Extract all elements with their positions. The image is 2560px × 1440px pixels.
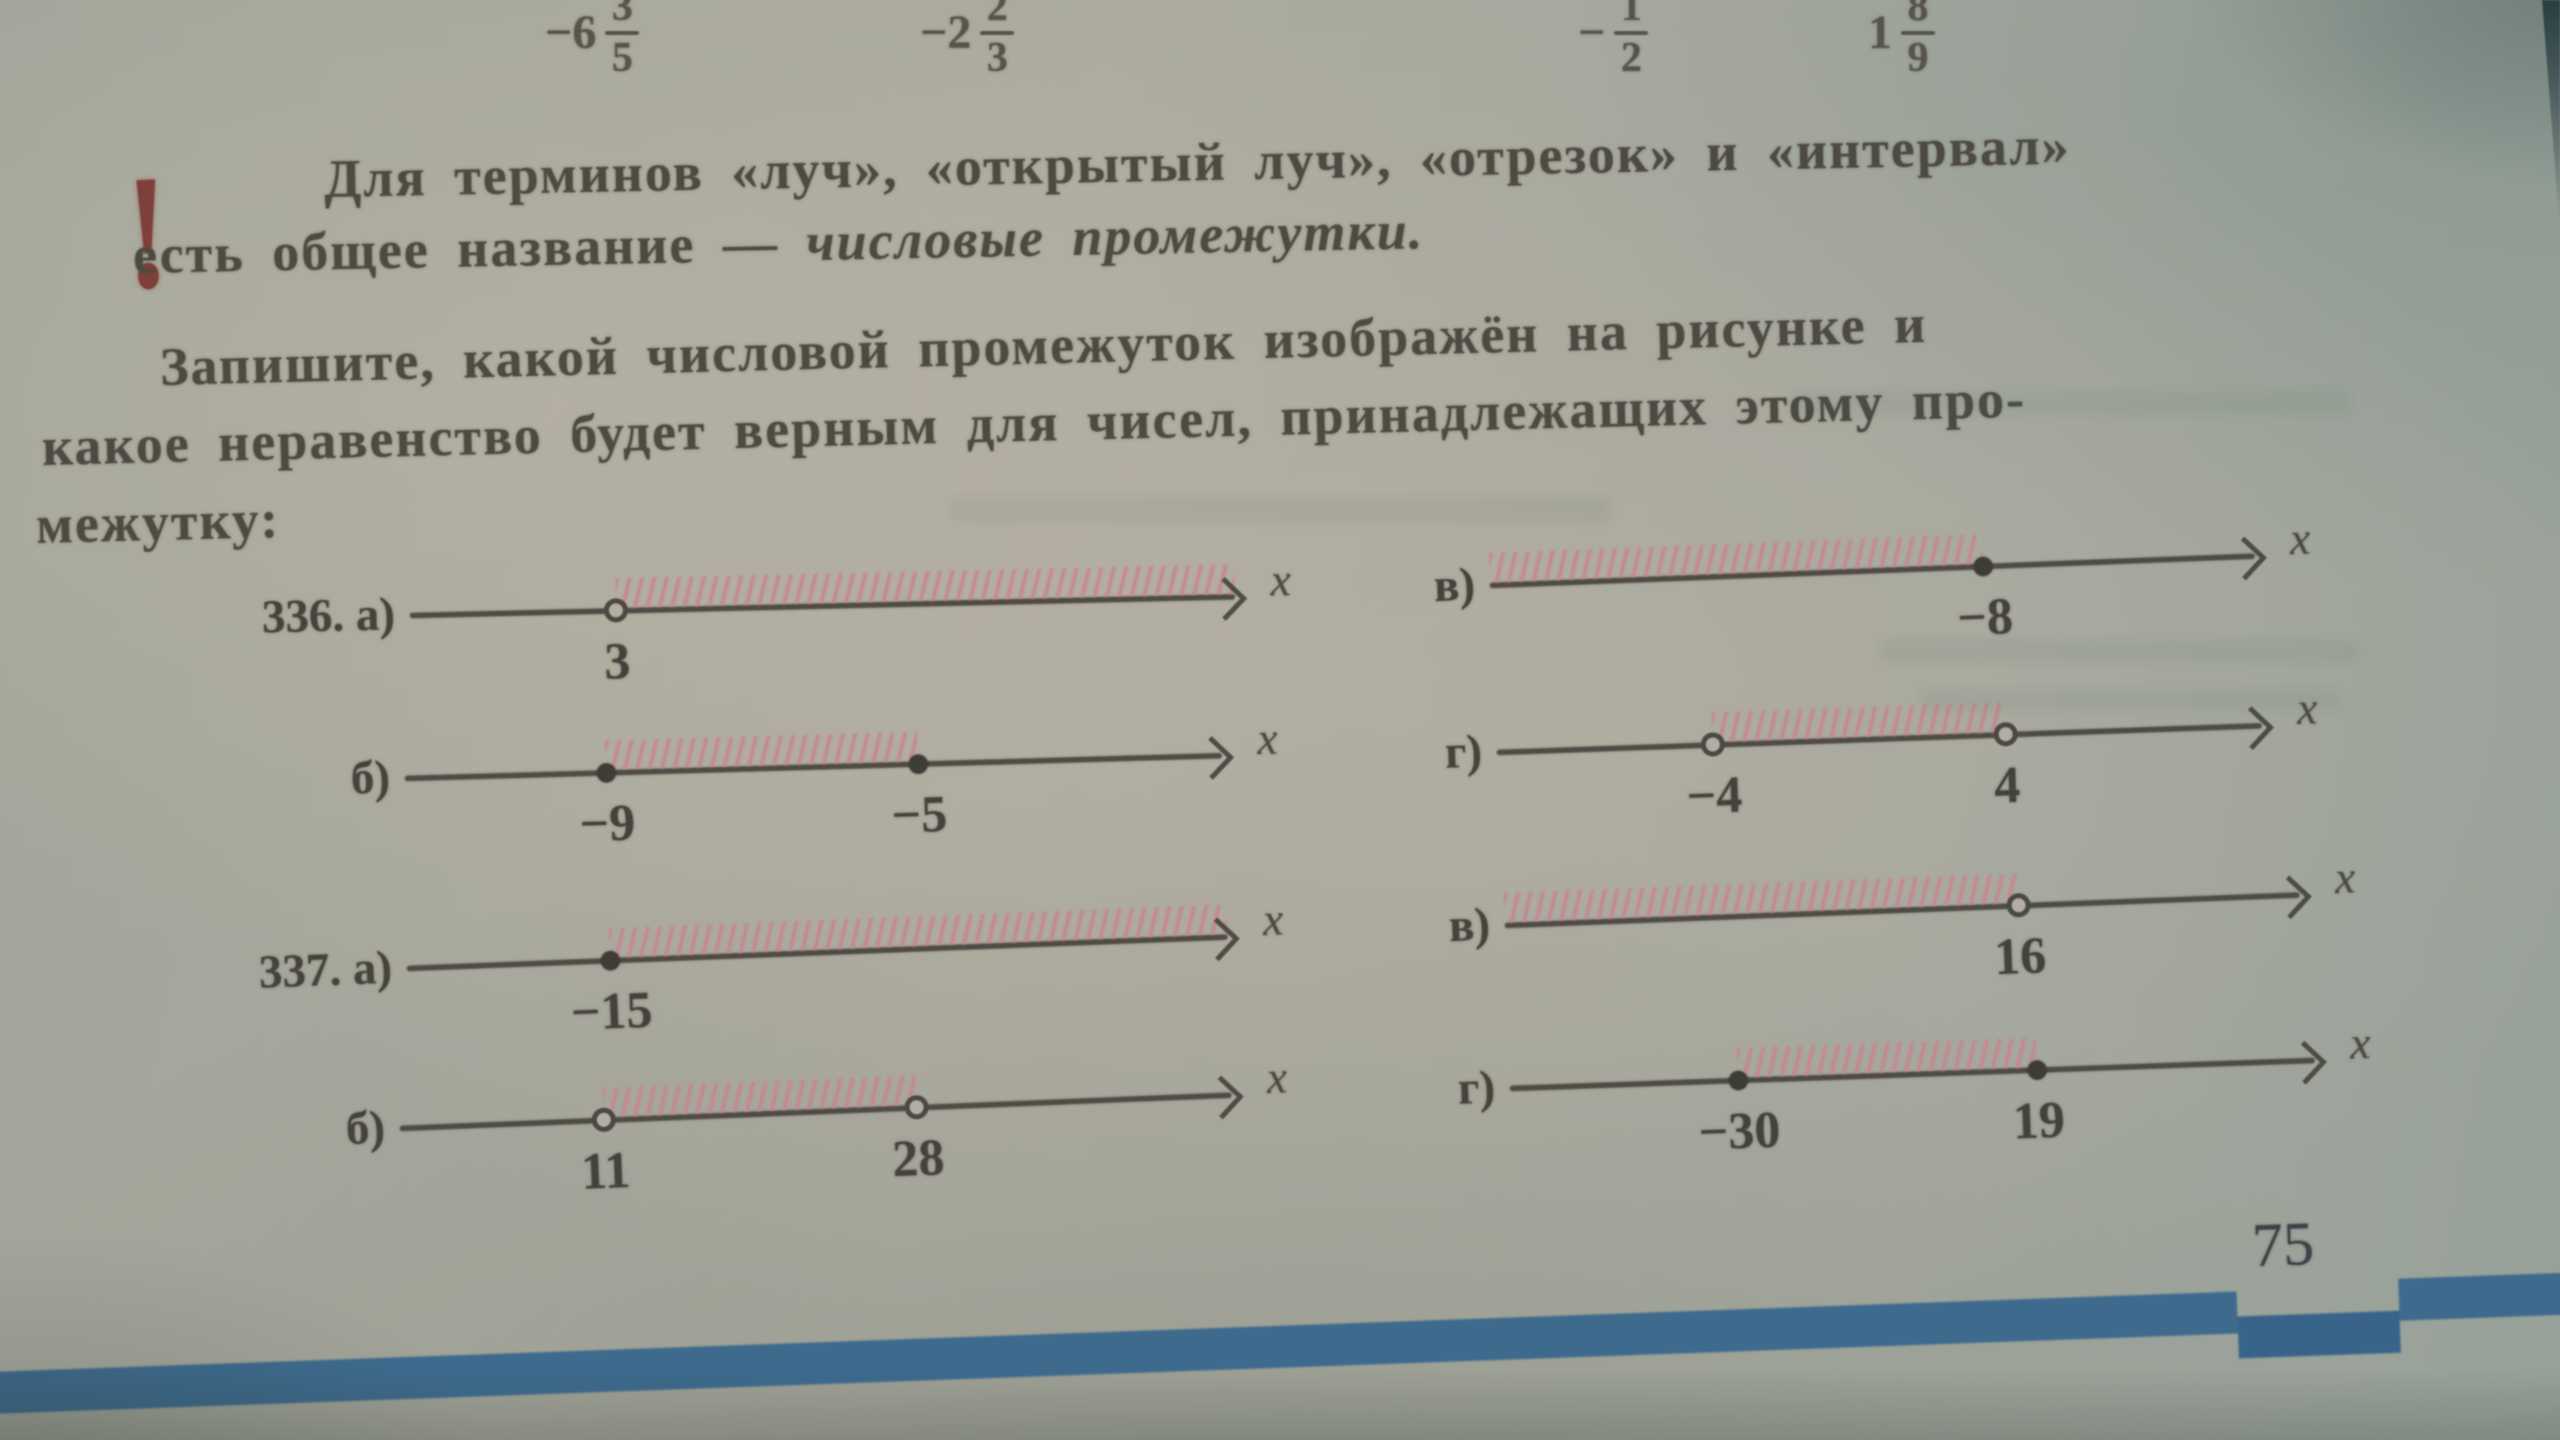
- point-value-label: −9: [578, 794, 636, 854]
- page-bleedthrough-smudge: [1790, 392, 2350, 414]
- closed-point: [1728, 1070, 1749, 1091]
- diagram-label: 337. а): [257, 941, 393, 999]
- arrowhead-icon: [2230, 706, 2275, 751]
- photo-corner-shadow: [2542, 0, 2560, 230]
- fraction-denominator: 2: [1620, 35, 1642, 82]
- page-bleedthrough-smudge: [1920, 690, 2340, 710]
- fraction-stack: 3 5: [605, 0, 640, 82]
- note-line-2-italic: числовые промежутки.: [805, 200, 1425, 273]
- fraction-bar: [980, 31, 1015, 36]
- point-value-label: 19: [2011, 1091, 2066, 1151]
- fraction-top-2: −2 2 3: [920, 0, 1015, 82]
- point-value-label: 4: [1993, 756, 2022, 815]
- diagram-d337g: г) −30 19 x: [1457, 976, 2437, 1178]
- closed-point: [596, 763, 617, 783]
- open-point: [603, 598, 629, 623]
- diagram-d336b: б) −9 −5 x: [350, 672, 1344, 868]
- fraction-whole: −6: [545, 6, 597, 60]
- fraction-stack: 1 2: [1614, 0, 1649, 82]
- diagram-d336g: г) −4 4 x: [1444, 641, 2384, 842]
- arrowhead-icon: [2223, 536, 2267, 581]
- fraction-numerator: 3: [611, 0, 633, 30]
- fraction-whole: 1: [1868, 6, 1892, 60]
- fraction-denominator: 3: [986, 35, 1008, 82]
- diagram-label: г): [1444, 725, 1483, 779]
- fraction-top-3: − 1 2: [1578, 0, 1649, 82]
- open-point: [591, 1107, 617, 1133]
- point-value-label: 3: [603, 633, 632, 691]
- bar-segment-left: [0, 1291, 2239, 1414]
- fraction-numerator: 2: [986, 0, 1008, 30]
- diagram-label: б): [350, 751, 391, 805]
- axis-x-label: x: [2333, 851, 2357, 904]
- page-bleedthrough-smudge: [950, 498, 1610, 522]
- arrowhead-icon: [1190, 736, 1235, 780]
- note-line-2: есть общее название — числовые промежутк…: [132, 200, 1425, 285]
- fraction-top-1: −6 3 5: [545, 0, 640, 82]
- point-value-label: −15: [569, 981, 654, 1042]
- arrowhead-icon: [2283, 1040, 2328, 1085]
- task-line-3: межутку:: [35, 489, 281, 555]
- fraction-bar: [1901, 31, 1935, 36]
- closed-point: [600, 950, 621, 971]
- axis-x-label: x: [2288, 512, 2312, 565]
- note-line-1: Для терминов «луч», «открытый луч», «отр…: [323, 115, 2072, 209]
- open-point: [1700, 732, 1725, 757]
- fraction-whole: −: [1578, 6, 1606, 60]
- fraction-top-4: 1 8 9: [1868, 0, 1935, 82]
- diagram-label: г): [1457, 1061, 1496, 1115]
- fraction-numerator: 8: [1907, 0, 1929, 30]
- point-value-label: 16: [1993, 927, 2048, 987]
- diagram-label: б): [344, 1101, 387, 1156]
- diagram-label: в): [1447, 898, 1491, 953]
- bar-segment-right: [2398, 1269, 2560, 1321]
- closed-point: [908, 754, 929, 774]
- open-point: [1992, 721, 2018, 747]
- fraction-denominator: 5: [611, 35, 633, 82]
- closed-point: [1973, 556, 1994, 577]
- point-value-label: −30: [1697, 1101, 1782, 1162]
- axis-x-label: x: [2349, 1016, 2372, 1069]
- bottom-design-bar: [0, 1269, 2560, 1440]
- bar-segment-step: [2237, 1310, 2401, 1359]
- fraction-stack: 2 3: [980, 0, 1015, 82]
- arrowhead-icon: [2268, 875, 2312, 920]
- open-point: [2005, 892, 2031, 918]
- point-value-label: −5: [890, 785, 948, 845]
- fraction-denominator: 9: [1907, 35, 1929, 82]
- page-bleedthrough-smudge: [1880, 640, 2360, 662]
- point-value-label: −4: [1685, 766, 1744, 826]
- point-value-label: 11: [580, 1141, 632, 1201]
- fraction-numerator: 1: [1620, 0, 1642, 30]
- open-point: [903, 1094, 929, 1120]
- arrowhead-icon: [1200, 1075, 1244, 1120]
- fraction-stack: 8 9: [1901, 0, 1935, 82]
- fraction-whole: −2: [920, 6, 972, 60]
- diagram-label: 336. а): [261, 588, 396, 644]
- fraction-bar: [1614, 31, 1649, 36]
- note-line-2-plain: есть общее название —: [132, 212, 807, 285]
- point-value-label: 28: [891, 1129, 946, 1189]
- page-number: 75: [2250, 1209, 2316, 1281]
- fraction-bar: [605, 31, 640, 36]
- diagram-label: в): [1432, 558, 1476, 613]
- closed-point: [2027, 1060, 2048, 1080]
